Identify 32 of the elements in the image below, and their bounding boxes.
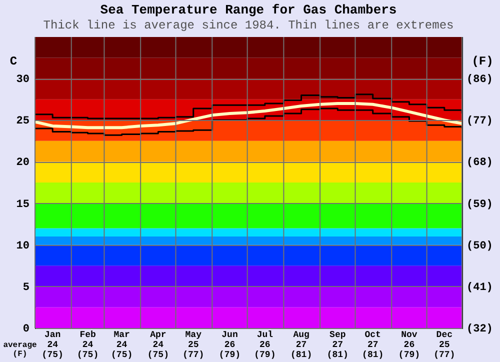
y-tick-label: 10	[16, 240, 30, 252]
x-tick-label: Apr 24 (75)	[147, 330, 169, 360]
y-axis-title: C	[10, 54, 18, 68]
y2-tick-label: (41)	[466, 282, 493, 294]
y-tick-label: 20	[16, 157, 30, 170]
x-tick-label: Feb 24 (75)	[76, 330, 99, 360]
x-tick-label: Jan 24 (75)	[42, 330, 64, 360]
x-tick-label: May 25 (77)	[182, 330, 204, 360]
x-tick-label: Dec 25 (77)	[434, 330, 456, 360]
x-tick-label: Mar 24 (75)	[111, 330, 133, 360]
text: average (F)	[3, 341, 37, 359]
y2-axis-title: (F)	[472, 54, 494, 68]
x-tick-label: Jul 26 (79)	[254, 330, 276, 360]
x-tick-label: Sep 27 (81)	[326, 330, 348, 360]
x-tick-label: Nov 26 (79)	[398, 330, 420, 360]
y-tick-label: 25	[16, 116, 30, 128]
y-tick-label: 5	[22, 282, 30, 294]
line-series	[35, 102, 462, 130]
x-tick-label: Oct 27 (81)	[362, 330, 384, 360]
chart-title: Sea Temperature Range for Gas Chambers	[100, 2, 397, 18]
y2-tick-label: (68)	[466, 157, 493, 170]
x-tick-label: Aug 27 (81)	[290, 330, 312, 360]
y2-tick-label: (50)	[466, 240, 493, 252]
y2-tick-label: (59)	[466, 198, 493, 211]
y2-tick-label: (86)	[466, 74, 493, 86]
chart-subtitle: Thick line is average since 1984. Thin lines are extremes	[43, 18, 454, 32]
y-tick-label: 15	[16, 198, 30, 211]
y2-tick-label: (77)	[466, 116, 493, 128]
x-tick-label: Jun 26 (79)	[218, 330, 241, 360]
y-tick-label: 0	[22, 324, 30, 336]
y-tick-label: 30	[16, 74, 30, 86]
y2-tick-label: (32)	[466, 324, 493, 336]
